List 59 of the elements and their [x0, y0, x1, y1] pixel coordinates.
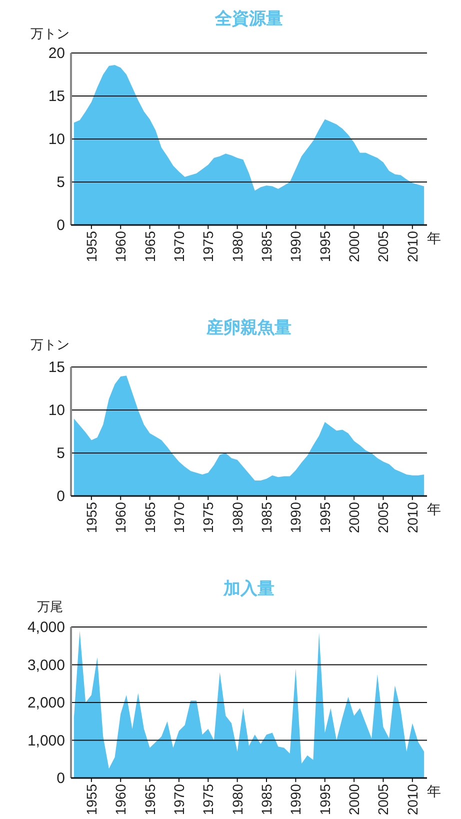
- y-tick-label: 20: [48, 45, 65, 62]
- x-tick-label: 1970: [170, 502, 187, 534]
- x-tick-label: 1980: [229, 784, 246, 816]
- x-tick-label: 1955: [83, 784, 100, 816]
- x-tick-label: 1980: [229, 502, 246, 534]
- x-tick-label: 2010: [404, 502, 420, 534]
- y-tick-label: 5: [56, 174, 65, 191]
- y-axis-title: 万トン: [30, 337, 70, 352]
- y-tick-label: 4,000: [27, 619, 65, 636]
- x-tick-label: 1970: [170, 230, 187, 262]
- x-tick-label: 2005: [375, 230, 392, 262]
- x-tick-label: 1990: [288, 230, 304, 262]
- x-tick-label: 2000: [346, 784, 362, 816]
- x-tick-label: 1975: [200, 784, 216, 816]
- x-tick-label: 1960: [112, 502, 129, 534]
- x-tick-label: 1985: [258, 502, 275, 534]
- y-tick-label: 5: [56, 445, 65, 462]
- x-tick-label: 1965: [142, 230, 158, 262]
- x-tick-label: 1955: [83, 502, 100, 534]
- x-axis-title: 年: [427, 230, 441, 246]
- x-tick-label: 1990: [288, 502, 304, 534]
- x-tick-label: 1985: [258, 230, 275, 262]
- x-tick-label: 2000: [346, 502, 362, 534]
- y-tick-label: 15: [48, 359, 65, 376]
- y-tick-label: 2,000: [27, 694, 65, 712]
- x-axis-title: 年: [427, 501, 441, 517]
- x-tick-label: 2000: [346, 230, 362, 262]
- chart-title: 全資源量: [214, 9, 283, 28]
- x-tick-label: 2010: [404, 230, 420, 262]
- x-tick-label: 1995: [316, 230, 333, 262]
- x-tick-label: 1995: [316, 784, 333, 816]
- y-tick-label: 0: [56, 770, 65, 787]
- x-tick-label: 1985: [258, 784, 275, 816]
- y-tick-label: 10: [48, 402, 65, 419]
- y-axis-title: 万尾: [37, 599, 63, 614]
- x-tick-label: 2010: [404, 784, 420, 816]
- y-tick-label: 10: [48, 131, 65, 148]
- x-tick-label: 1960: [112, 784, 129, 816]
- y-axis-title: 万トン: [30, 26, 70, 41]
- x-tick-label: 1995: [316, 502, 333, 534]
- x-tick-label: 1960: [112, 230, 129, 262]
- x-tick-label: 1965: [142, 502, 158, 534]
- x-tick-label: 2005: [375, 502, 392, 534]
- y-tick-label: 0: [56, 488, 65, 505]
- y-tick-label: 3,000: [27, 656, 65, 674]
- y-tick-label: 15: [48, 88, 65, 105]
- x-tick-label: 1975: [200, 502, 216, 534]
- chart-title: 産卵親魚量: [206, 318, 292, 337]
- x-tick-label: 1965: [142, 784, 158, 816]
- x-tick-label: 1955: [83, 230, 100, 262]
- x-tick-label: 1980: [229, 230, 246, 262]
- chart-title: 加入量: [222, 579, 274, 598]
- y-tick-label: 0: [56, 217, 65, 234]
- x-tick-label: 2005: [375, 784, 392, 816]
- x-tick-label: 1975: [200, 230, 216, 262]
- x-tick-label: 1970: [170, 784, 187, 816]
- x-axis-title: 年: [427, 783, 441, 799]
- x-tick-label: 1990: [288, 784, 304, 816]
- y-tick-label: 1,000: [27, 732, 65, 750]
